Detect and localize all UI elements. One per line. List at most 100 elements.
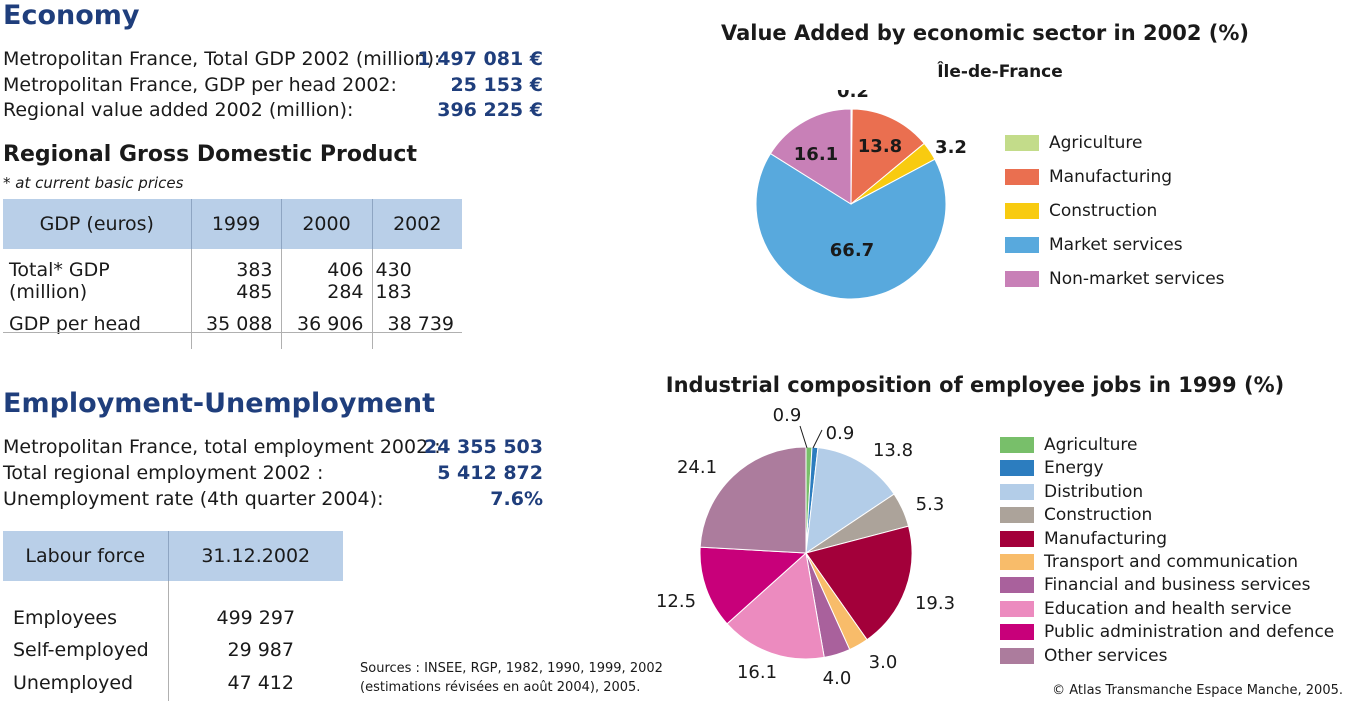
chart2-leader-line-energy xyxy=(812,429,823,449)
labour-cell: Self-employed xyxy=(3,633,169,667)
gdp-table-title: Regional Gross Domestic Product xyxy=(3,142,417,167)
chart2-label-distribution: 13.8 xyxy=(873,440,913,461)
labour-cell: 499 297 xyxy=(216,607,296,629)
chart2-legend-label: Construction xyxy=(1044,505,1153,526)
employment-title: Employment-Unemployment xyxy=(3,388,435,419)
employment-label-unemployment: Unemployment rate (4th quarter 2004): xyxy=(3,488,384,510)
economy-label-gdp: Metropolitan France, Total GDP 2002 (mil… xyxy=(3,48,441,70)
chart2-legend-item: Public administration and defence xyxy=(1000,622,1334,642)
chart1-legend-label: Construction xyxy=(1049,201,1158,221)
chart2-legend-swatch xyxy=(1000,507,1034,524)
chart1-legend-swatch xyxy=(1005,203,1039,219)
gdp-header-cell: 2000 xyxy=(281,199,373,249)
chart1-legend-swatch xyxy=(1005,169,1039,185)
chart2-legend-label: Public administration and defence xyxy=(1044,622,1335,643)
labour-table-header: Labour force 31.12.2002 xyxy=(3,531,343,581)
table-row: Unemployed 47 412 xyxy=(3,667,343,701)
economy-title: Economy xyxy=(3,0,140,31)
chart1-legend-label: Manufacturing xyxy=(1049,167,1173,187)
employment-value-unemployment: 7.6% xyxy=(490,488,543,510)
chart1-label-manufacturing: 13.8 xyxy=(858,136,902,157)
gdp-cell: 38 739 xyxy=(387,313,454,335)
gdp-header-cell: GDP (euros) xyxy=(3,199,192,249)
labour-cell: Employees xyxy=(3,581,169,633)
economy-value-gdp-head: 25 153 € xyxy=(450,74,543,96)
chart2-legend-item: Transport and communication xyxy=(1000,552,1298,572)
economy-label-gdp-head: Metropolitan France, GDP per head 2002: xyxy=(3,74,397,96)
chart1-label-construction: 3.2 xyxy=(935,137,967,158)
chart2-label-transport-and-communication: 3.0 xyxy=(869,652,898,673)
chart2-label-financial-and-business-services: 4.0 xyxy=(823,668,852,689)
gdp-table: GDP (euros) 1999 2000 2002 Total* GDP (m… xyxy=(3,199,462,349)
chart2-legend-label: Energy xyxy=(1044,458,1104,479)
chart2-legend-label: Manufacturing xyxy=(1044,528,1168,549)
chart2-label-energy: 0.9 xyxy=(826,423,855,444)
chart2-slice-education-and-health-service xyxy=(726,552,825,660)
chart2-legend-label: Distribution xyxy=(1044,481,1144,502)
labour-cell: 47 412 xyxy=(227,672,294,694)
chart1-legend-item: Manufacturing xyxy=(1005,167,1172,187)
labour-cell: Unemployed xyxy=(3,667,169,701)
employment-label-regional: Total regional employment 2002 : xyxy=(3,462,324,484)
labour-table: Labour force 31.12.2002 Employees 499 29… xyxy=(3,531,343,701)
chart2-legend-item: Agriculture xyxy=(1000,435,1138,455)
chart2-legend-label: Financial and business services xyxy=(1044,575,1311,596)
chart2-legend-item: Other services xyxy=(1000,646,1167,666)
chart1-label-non-market-services: 16.1 xyxy=(794,144,838,165)
labour-header-cell: Labour force xyxy=(3,531,169,581)
chart2-legend-label: Transport and communication xyxy=(1044,552,1299,572)
chart2-label-manufacturing: 19.3 xyxy=(915,593,955,614)
chart1-legend-item: Construction xyxy=(1005,201,1157,221)
chart2-legend-swatch xyxy=(1000,530,1034,547)
gdp-table-bottom-rule xyxy=(3,332,462,333)
chart2-legend-item: Energy xyxy=(1000,458,1104,478)
chart2-legend-swatch xyxy=(1000,554,1034,570)
chart2-legend-item: Financial and business services xyxy=(1000,575,1310,595)
gdp-header-cell: 2002 xyxy=(372,199,462,249)
gdp-table-note: * at current basic prices xyxy=(3,174,184,192)
chart2-legend-swatch xyxy=(1000,624,1034,641)
chart2-label-agriculture: 0.9 xyxy=(773,405,802,426)
chart2-slice-other-services xyxy=(699,446,807,554)
chart2-legend-swatch xyxy=(1000,483,1034,500)
chart1-label-market-services: 66.7 xyxy=(830,240,874,261)
labour-cell: 29 987 xyxy=(227,639,294,661)
chart1-subtitle: Île-de-France xyxy=(937,62,1063,82)
gdp-cell: 406 284 xyxy=(281,249,373,309)
economy-label-value-added: Regional value added 2002 (million): xyxy=(3,99,354,121)
chart2-legend-label: Education and health service xyxy=(1044,598,1292,619)
economy-value-gdp: 1 497 081 € xyxy=(417,48,543,70)
chart2-legend-swatch xyxy=(1000,647,1034,664)
gdp-cell: GDP per head xyxy=(3,309,192,349)
gdp-cell: 430 183 xyxy=(375,259,412,303)
chart2-slice-public-administration-and-defence xyxy=(699,546,808,625)
chart1-slice-market-services xyxy=(755,152,947,300)
chart2-legend-label: Agriculture xyxy=(1044,435,1138,455)
chart1-legend-swatch xyxy=(1005,271,1039,287)
copyright: © Atlas Transmanche Espace Manche, 2005. xyxy=(1052,683,1343,698)
gdp-cell: Total* GDP (million) xyxy=(3,249,192,309)
chart2-pie: 0.9 0.9 13.8 5.3 19.3 3.0 4.0 16.1 12.5 24.1 xyxy=(656,405,955,689)
chart2-label-construction: 5.3 xyxy=(916,494,945,515)
gdp-table-header: GDP (euros) 1999 2000 2002 xyxy=(3,199,462,249)
chart1-legend-item: Market services xyxy=(1005,235,1183,255)
chart1-legend-label: Market services xyxy=(1049,235,1183,255)
chart1-slice-non-market-services xyxy=(769,108,852,205)
chart2-label-other-services: 24.1 xyxy=(677,457,717,478)
gdp-cell: 35 088 xyxy=(191,309,282,349)
chart2-leader-line-agriculture xyxy=(799,425,808,449)
chart1-pie: 0.2 13.8 3.2 66.7 16.1 xyxy=(755,90,967,300)
chart2-legend-swatch xyxy=(1000,600,1034,617)
chart1-legend-swatch xyxy=(1005,135,1039,151)
employment-label-france: Metropolitan France, total employment 20… xyxy=(3,436,441,458)
table-row: GDP per head 35 088 36 906 38 739 xyxy=(3,309,462,349)
chart2-legend-swatch xyxy=(1000,460,1034,477)
chart2-slice-manufacturing xyxy=(805,525,913,641)
gdp-cell: 36 906 xyxy=(281,309,373,349)
chart1-legend-item: Agriculture xyxy=(1005,133,1143,153)
chart1-title: Value Added by economic sector in 2002 (… xyxy=(720,21,1250,45)
gdp-header-cell: 1999 xyxy=(191,199,282,249)
sources-line-1: Sources : INSEE, RGP, 1982, 1990, 1999, … xyxy=(360,661,663,676)
sources-line-2: (estimations révisées en août 2004), 200… xyxy=(360,680,641,695)
labour-header-cell: 31.12.2002 xyxy=(168,531,343,581)
